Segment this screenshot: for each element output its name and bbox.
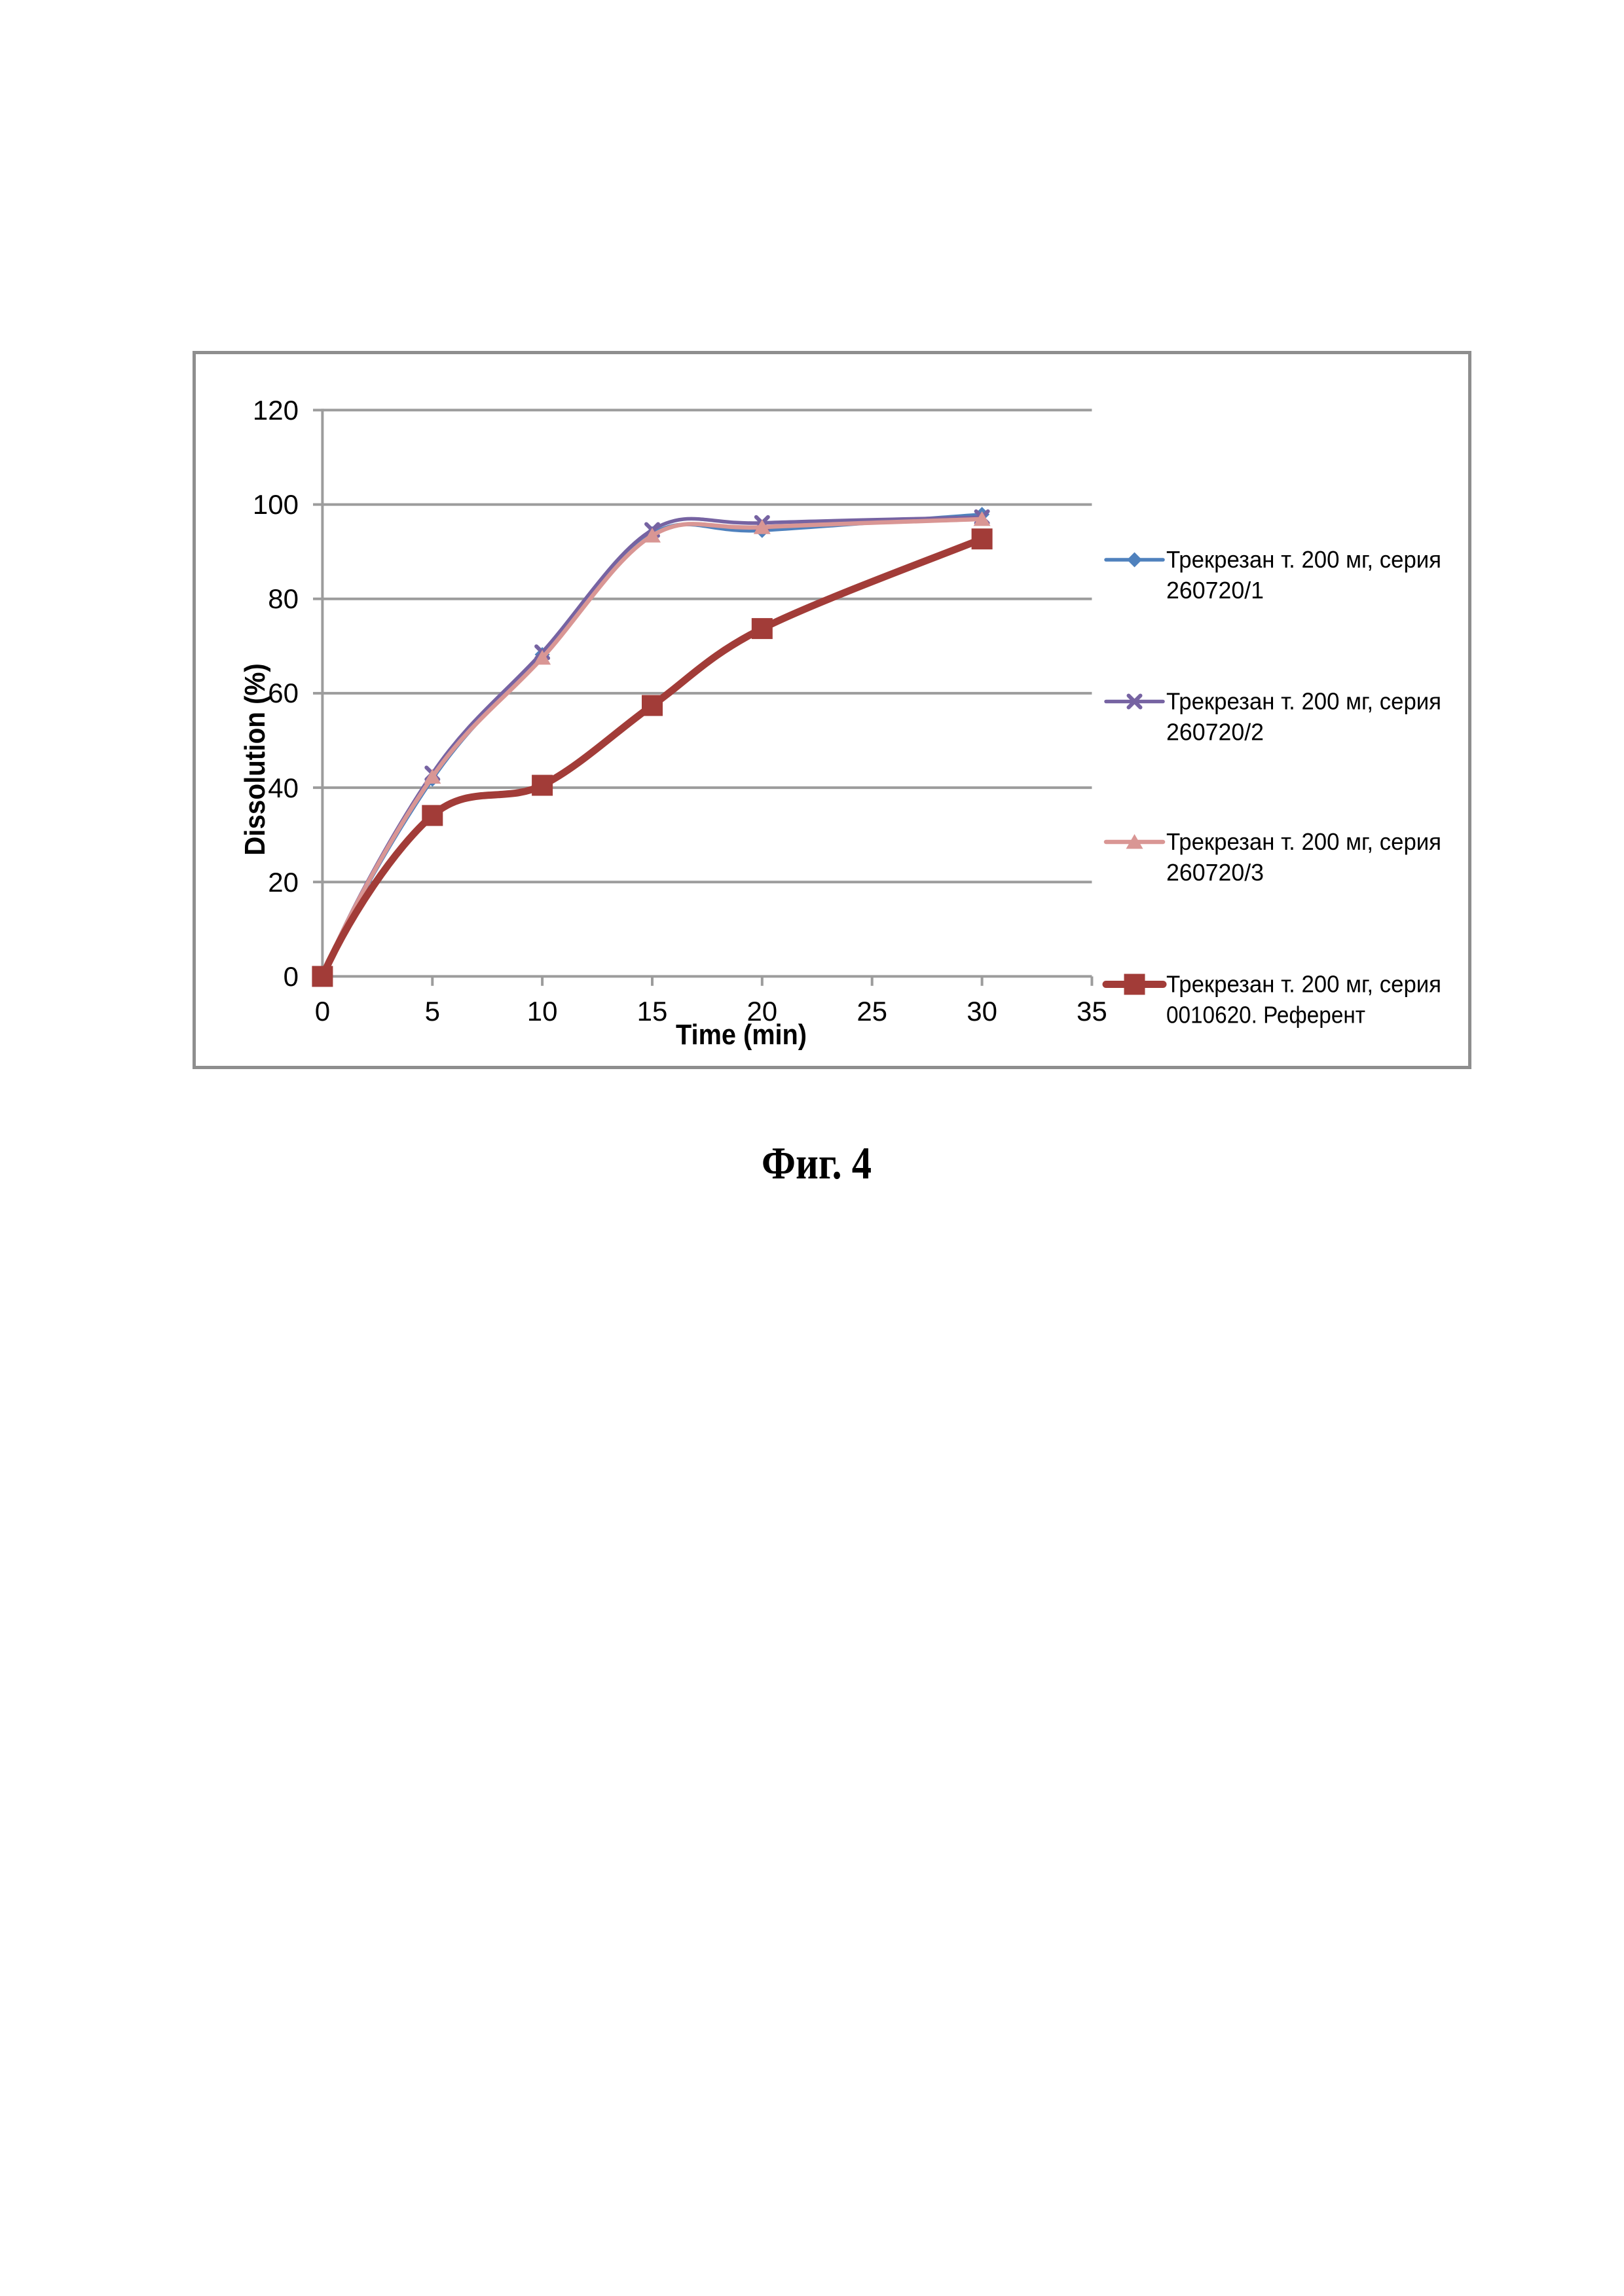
- svg-text:260720/2: 260720/2: [1166, 719, 1264, 746]
- svg-text:35: 35: [1077, 996, 1107, 1027]
- svg-text:Трекрезан т. 200 мг, серия: Трекрезан т. 200 мг, серия: [1166, 688, 1441, 715]
- svg-text:Фиг. 4: Фиг. 4: [762, 1139, 872, 1189]
- svg-text:Трекрезан т. 200 мг, серия: Трекрезан т. 200 мг, серия: [1166, 546, 1441, 573]
- svg-text:20: 20: [747, 996, 777, 1027]
- svg-text:0: 0: [315, 996, 330, 1027]
- svg-text:15: 15: [637, 996, 668, 1027]
- svg-text:120: 120: [253, 395, 299, 426]
- svg-text:25: 25: [857, 996, 887, 1027]
- svg-text:Time (min): Time (min): [676, 1019, 807, 1051]
- svg-text:30: 30: [967, 996, 997, 1027]
- svg-text:80: 80: [268, 583, 299, 614]
- svg-text:10: 10: [527, 996, 558, 1027]
- svg-text:100: 100: [253, 489, 299, 520]
- svg-text:60: 60: [268, 678, 299, 708]
- svg-text:20: 20: [268, 867, 299, 898]
- svg-text:0010620. Референт: 0010620. Референт: [1166, 1002, 1365, 1029]
- svg-text:5: 5: [425, 996, 440, 1027]
- svg-text:Dissolution (%): Dissolution (%): [238, 663, 270, 856]
- svg-text:Трекрезан т. 200 мг, серия: Трекрезан т. 200 мг, серия: [1166, 971, 1441, 998]
- svg-text:0: 0: [284, 961, 299, 992]
- svg-text:40: 40: [268, 773, 299, 803]
- svg-text:260720/3: 260720/3: [1166, 859, 1264, 886]
- svg-text:Трекрезан т. 200 мг, серия: Трекрезан т. 200 мг, серия: [1166, 828, 1441, 855]
- svg-text:260720/1: 260720/1: [1166, 577, 1264, 604]
